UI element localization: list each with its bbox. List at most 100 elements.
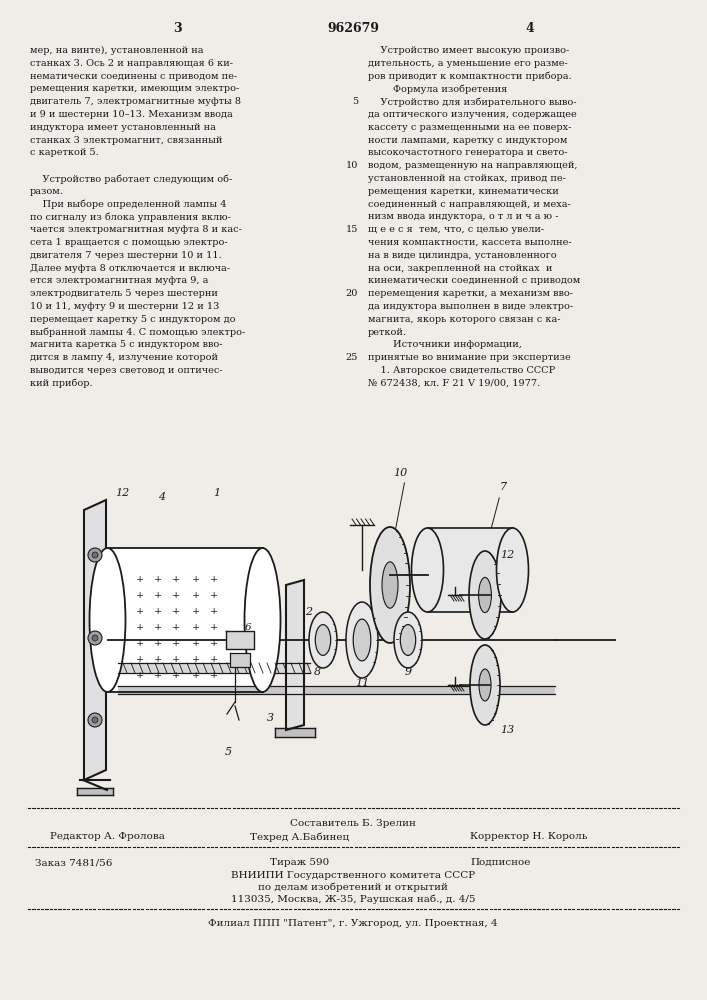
Text: 3: 3 — [173, 21, 181, 34]
Text: ности лампами, каретку с индуктором: ности лампами, каретку с индуктором — [368, 136, 568, 145]
Ellipse shape — [354, 619, 370, 661]
Text: Устройство имеет высокую произво-: Устройство имеет высокую произво- — [368, 46, 569, 55]
Text: 1. Авторское свидетельство СССР: 1. Авторское свидетельство СССР — [368, 366, 555, 375]
Text: № 672438, кл. F 21 V 19/00, 1977.: № 672438, кл. F 21 V 19/00, 1977. — [368, 379, 540, 388]
Circle shape — [88, 631, 102, 645]
Text: разом.: разом. — [30, 187, 64, 196]
Text: Филиал ППП "Патент", г. Ужгород, ул. Проектная, 4: Филиал ППП "Патент", г. Ужгород, ул. Про… — [208, 919, 498, 928]
Text: +: + — [172, 640, 180, 648]
Text: двигателя 7 через шестерни 10 и 11.: двигателя 7 через шестерни 10 и 11. — [30, 251, 222, 260]
Text: 12: 12 — [500, 550, 514, 560]
Text: чения компактности, кассета выполне-: чения компактности, кассета выполне- — [368, 238, 572, 247]
Text: +: + — [154, 576, 162, 584]
Text: станках 3. Ось 2 и направляющая 6 ки-: станках 3. Ось 2 и направляющая 6 ки- — [30, 59, 233, 68]
Polygon shape — [286, 580, 304, 730]
Text: 5: 5 — [352, 97, 358, 106]
Text: 8: 8 — [313, 667, 320, 677]
Text: Устройство для избирательного выво-: Устройство для избирательного выво- — [368, 97, 576, 107]
Text: Тираж 590: Тираж 590 — [270, 858, 329, 867]
Polygon shape — [230, 653, 250, 667]
Text: кий прибор.: кий прибор. — [30, 379, 93, 388]
Text: При выборе определенной лампы 4: При выборе определенной лампы 4 — [30, 200, 226, 209]
Text: +: + — [136, 576, 144, 584]
Text: соединенный с направляющей, и меха-: соединенный с направляющей, и меха- — [368, 200, 571, 209]
Polygon shape — [226, 631, 254, 649]
Text: с кареткой 5.: с кареткой 5. — [30, 148, 99, 157]
Polygon shape — [77, 788, 113, 795]
Text: +: + — [210, 672, 218, 680]
Ellipse shape — [400, 625, 416, 655]
Text: 962679: 962679 — [327, 21, 379, 34]
Ellipse shape — [370, 527, 410, 643]
Text: кассету с размещенными на ее поверх-: кассету с размещенными на ее поверх- — [368, 123, 571, 132]
Text: +: + — [136, 640, 144, 648]
Text: +: + — [154, 656, 162, 664]
Ellipse shape — [245, 548, 281, 692]
Text: +: + — [192, 672, 200, 680]
Text: +: + — [136, 607, 144, 616]
Text: установленной на стойках, привод пе-: установленной на стойках, привод пе- — [368, 174, 566, 183]
Text: да индуктора выполнен в виде электро-: да индуктора выполнен в виде электро- — [368, 302, 573, 311]
Text: ется электромагнитная муфта 9, а: ется электромагнитная муфта 9, а — [30, 276, 209, 285]
Text: 15: 15 — [346, 225, 358, 234]
Polygon shape — [118, 686, 555, 694]
Text: двигатель 7, электромагнитные муфты 8: двигатель 7, электромагнитные муфты 8 — [30, 97, 241, 106]
Ellipse shape — [496, 528, 529, 612]
Text: 20: 20 — [346, 289, 358, 298]
Circle shape — [92, 717, 98, 723]
Text: перемещает каретку 5 с индуктором до: перемещает каретку 5 с индуктором до — [30, 315, 235, 324]
Text: низм ввода индуктора, о т л и ч а ю -: низм ввода индуктора, о т л и ч а ю - — [368, 212, 559, 221]
Text: +: + — [210, 576, 218, 584]
Text: индуктора имеет установленный на: индуктора имеет установленный на — [30, 123, 216, 132]
Text: +: + — [210, 607, 218, 616]
Text: по делам изобретений и открытий: по делам изобретений и открытий — [258, 883, 448, 892]
Polygon shape — [107, 548, 262, 692]
Ellipse shape — [394, 612, 422, 668]
Text: Заказ 7481/56: Заказ 7481/56 — [35, 858, 112, 867]
Ellipse shape — [470, 645, 500, 725]
Ellipse shape — [346, 602, 378, 678]
Text: принятые во внимание при экспертизе: принятые во внимание при экспертизе — [368, 353, 571, 362]
Text: ров приводит к компактности прибора.: ров приводит к компактности прибора. — [368, 72, 572, 81]
Text: +: + — [210, 591, 218, 600]
Text: Далее муфта 8 отключается и включа-: Далее муфта 8 отключается и включа- — [30, 264, 230, 273]
Text: мер, на винте), установленной на: мер, на винте), установленной на — [30, 46, 204, 55]
Text: выводится через световод и оптичес-: выводится через световод и оптичес- — [30, 366, 223, 375]
Text: Формула изобретения: Формула изобретения — [368, 84, 507, 94]
Circle shape — [92, 552, 98, 558]
Text: +: + — [172, 607, 180, 616]
Polygon shape — [84, 500, 106, 780]
Text: +: + — [192, 656, 200, 664]
Ellipse shape — [382, 562, 398, 608]
Text: перемещения каретки, а механизм вво-: перемещения каретки, а механизм вво- — [368, 289, 573, 298]
Text: Корректор Н. Король: Корректор Н. Король — [470, 832, 588, 841]
Ellipse shape — [315, 625, 331, 655]
Text: +: + — [192, 607, 200, 616]
Text: дительность, а уменьшение его разме-: дительность, а уменьшение его разме- — [368, 59, 568, 68]
Text: чается электромагнитная муфта 8 и кас-: чается электромагнитная муфта 8 и кас- — [30, 225, 242, 234]
Text: да оптического излучения, содержащее: да оптического излучения, содержащее — [368, 110, 577, 119]
Text: +: + — [154, 591, 162, 600]
Text: Редактор А. Фролова: Редактор А. Фролова — [50, 832, 165, 841]
Ellipse shape — [479, 669, 491, 701]
Text: 3: 3 — [267, 713, 274, 723]
Text: на в виде цилиндра, установленного: на в виде цилиндра, установленного — [368, 251, 556, 260]
Text: водом, размещенную на направляющей,: водом, размещенную на направляющей, — [368, 161, 578, 170]
Ellipse shape — [309, 612, 337, 668]
Text: Подписное: Подписное — [470, 858, 530, 867]
Text: кинематически соединенной с приводом: кинематически соединенной с приводом — [368, 276, 580, 285]
Text: +: + — [154, 624, 162, 633]
Text: +: + — [154, 607, 162, 616]
Text: +: + — [192, 576, 200, 584]
Text: магнита каретка 5 с индуктором вво-: магнита каретка 5 с индуктором вво- — [30, 340, 223, 349]
Text: 10: 10 — [393, 468, 407, 478]
Text: ремещения каретки, имеющим электро-: ремещения каретки, имеющим электро- — [30, 84, 239, 93]
Polygon shape — [118, 663, 310, 673]
Text: ремещения каретки, кинематически: ремещения каретки, кинематически — [368, 187, 559, 196]
Text: 113035, Москва, Ж-35, Раушская наб., д. 4/5: 113035, Москва, Ж-35, Раушская наб., д. … — [230, 895, 475, 904]
Text: щ е е с я  тем, что, с целью увели-: щ е е с я тем, что, с целью увели- — [368, 225, 544, 234]
Text: 25: 25 — [346, 353, 358, 362]
Polygon shape — [428, 528, 513, 612]
Text: магнита, якорь которого связан с ка-: магнита, якорь которого связан с ка- — [368, 315, 561, 324]
Text: +: + — [172, 656, 180, 664]
